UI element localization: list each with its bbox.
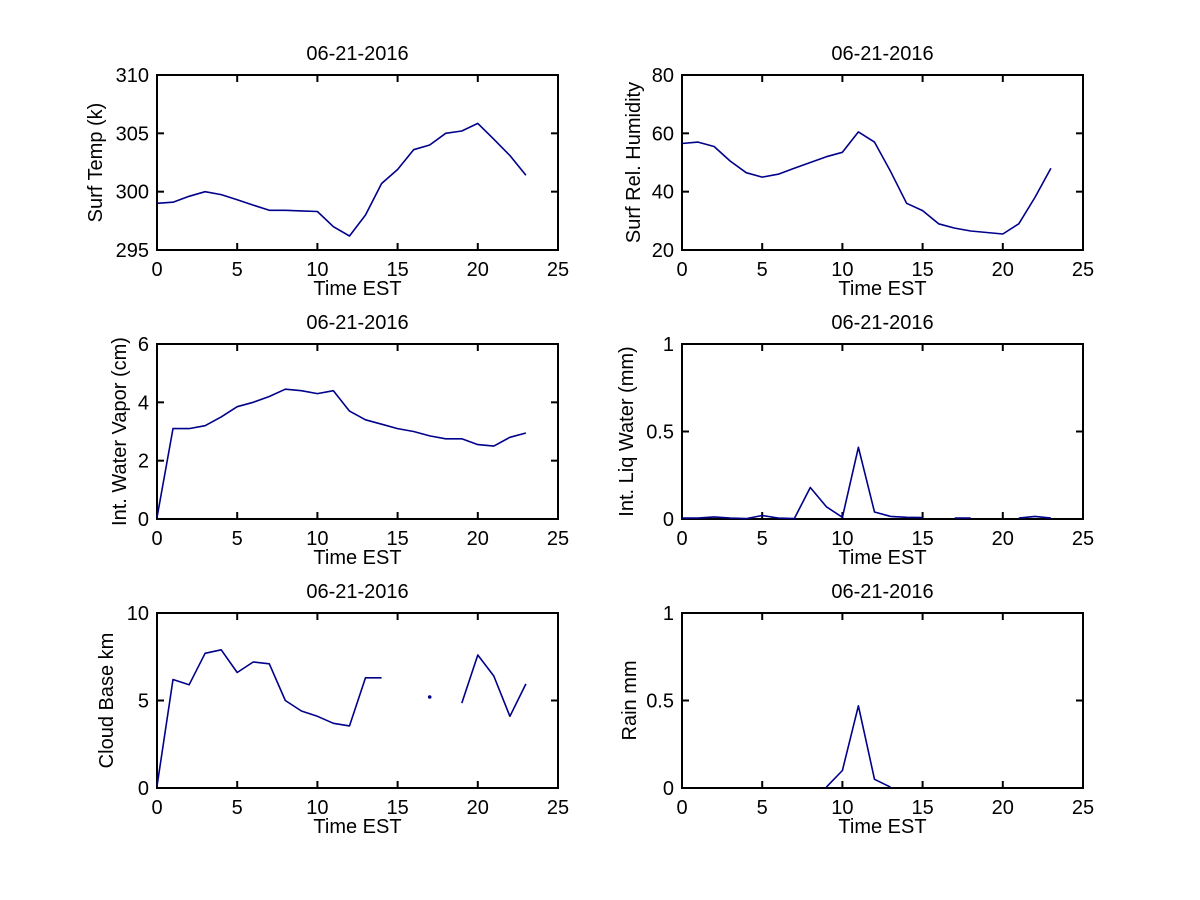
subplot-water-vapor: 0 5 10 15 20 25 0 2 4 6 06-21-2016 Time EST Int. Wat… xyxy=(109,312,569,569)
subplot-cloud-base: 0 5 10 15 20 25 0 5 10 06-21-2016 Time EST Cloud Ba… xyxy=(96,581,569,838)
x-tick-label: 10 xyxy=(306,797,328,819)
data-line xyxy=(156,648,382,787)
plot-title: 06-21-2016 xyxy=(831,581,933,603)
axes-box xyxy=(156,343,559,520)
plot-title: 06-21-2016 xyxy=(831,43,933,65)
x-axis-label: Time EST xyxy=(313,278,401,300)
x-tick-label: 0 xyxy=(151,259,162,281)
x-tick-label: 15 xyxy=(386,528,408,550)
x-tick-label: 25 xyxy=(1072,797,1094,819)
data-line xyxy=(682,446,923,520)
y-axis-label: Surf Temp (k) xyxy=(85,103,107,223)
x-tick-label: 20 xyxy=(467,259,489,281)
x-tick-label: 10 xyxy=(831,259,853,281)
x-tick-label: 5 xyxy=(757,528,768,550)
x-tick-label: 10 xyxy=(831,797,853,819)
axes-box xyxy=(681,74,1084,251)
x-tick-label: 0 xyxy=(676,528,687,550)
y-tick-label: 0 xyxy=(663,778,674,800)
x-tick-label: 25 xyxy=(547,797,569,819)
x-tick-label: 0 xyxy=(151,528,162,550)
subplot-rain: 0 5 10 15 20 25 0 0.5 1 06-21-2016 Time EST Rain mm xyxy=(619,581,1094,838)
y-tick-label: 6 xyxy=(138,334,149,356)
data-point xyxy=(427,695,432,699)
x-axis-label: Time EST xyxy=(313,547,401,569)
plot-title: 06-21-2016 xyxy=(831,312,933,334)
x-tick-label: 10 xyxy=(831,528,853,550)
y-axis-label: Cloud Base km xyxy=(96,633,118,769)
x-tick-label: 5 xyxy=(232,259,243,281)
y-tick-label: 295 xyxy=(116,240,149,262)
x-tick-label: 15 xyxy=(911,259,933,281)
x-tick-label: 5 xyxy=(757,259,768,281)
axes-box xyxy=(156,74,559,251)
x-tick-label: 25 xyxy=(547,528,569,550)
y-tick-label: 10 xyxy=(127,603,149,625)
y-axis-label: Rain mm xyxy=(619,660,641,740)
y-tick-label: 4 xyxy=(138,392,149,414)
x-tick-label: 20 xyxy=(467,797,489,819)
y-axis-label: Int. Liq Water (mm) xyxy=(616,346,638,516)
y-tick-label: 60 xyxy=(652,123,674,145)
data-line xyxy=(156,388,527,518)
y-tick-label: 305 xyxy=(116,123,149,145)
x-tick-label: 5 xyxy=(757,797,768,819)
y-axis-label: Surf Rel. Humidity xyxy=(623,82,645,243)
x-tick-label: 0 xyxy=(676,259,687,281)
x-axis-label: Time EST xyxy=(313,816,401,838)
y-tick-label: 300 xyxy=(116,182,149,204)
x-tick-label: 20 xyxy=(992,528,1014,550)
x-axis-label: Time EST xyxy=(838,816,926,838)
x-tick-label: 20 xyxy=(467,528,489,550)
x-tick-label: 25 xyxy=(1072,259,1094,281)
x-tick-label: 20 xyxy=(992,259,1014,281)
plot-title: 06-21-2016 xyxy=(306,312,408,334)
x-tick-label: 15 xyxy=(386,797,408,819)
x-tick-label: 15 xyxy=(386,259,408,281)
data-line xyxy=(681,131,1052,235)
y-axis-label: Int. Water Vapor (cm) xyxy=(109,337,131,526)
data-line xyxy=(156,122,527,237)
plot-title: 06-21-2016 xyxy=(306,581,408,603)
x-tick-label: 0 xyxy=(151,797,162,819)
y-tick-label: 5 xyxy=(138,691,149,713)
subplot-surf-temp: 0 5 10 15 20 25 295 300 305 310 06-21-2016 Time EST… xyxy=(85,43,569,300)
y-tick-label: 20 xyxy=(652,240,674,262)
y-tick-label: 0 xyxy=(663,509,674,531)
y-tick-label: 0 xyxy=(138,509,149,531)
y-tick-label: 2 xyxy=(138,451,149,473)
y-tick-label: 0.5 xyxy=(646,691,674,713)
x-tick-label: 20 xyxy=(992,797,1014,819)
data-line xyxy=(461,654,527,718)
subplot-liq-water: 0 5 10 15 20 25 0 0.5 1 06-21-2016 Time EST Int. Li… xyxy=(616,312,1094,569)
x-tick-label: 0 xyxy=(676,797,687,819)
x-tick-label: 15 xyxy=(911,528,933,550)
x-axis-label: Time EST xyxy=(838,547,926,569)
y-tick-label: 80 xyxy=(652,65,674,87)
x-tick-label: 5 xyxy=(232,528,243,550)
y-tick-label: 1 xyxy=(663,603,674,625)
x-axis-label: Time EST xyxy=(838,278,926,300)
data-line xyxy=(1018,515,1051,519)
x-tick-label: 25 xyxy=(547,259,569,281)
x-tick-label: 15 xyxy=(911,797,933,819)
x-tick-label: 10 xyxy=(306,259,328,281)
y-tick-label: 0 xyxy=(138,778,149,800)
y-tick-label: 310 xyxy=(116,65,149,87)
subplot-rel-humidity: 0 5 10 15 20 25 20 40 60 80 06-21-2016 Time EST Surf… xyxy=(623,43,1094,300)
axes-box xyxy=(681,612,1084,789)
y-tick-label: 1 xyxy=(663,334,674,356)
x-tick-label: 10 xyxy=(306,528,328,550)
plot-title: 06-21-2016 xyxy=(306,43,408,65)
x-tick-label: 25 xyxy=(1072,528,1094,550)
y-tick-label: 40 xyxy=(652,182,674,204)
y-tick-label: 0.5 xyxy=(646,422,674,444)
x-tick-label: 5 xyxy=(232,797,243,819)
axes-box xyxy=(681,343,1084,520)
data-line xyxy=(825,704,891,788)
